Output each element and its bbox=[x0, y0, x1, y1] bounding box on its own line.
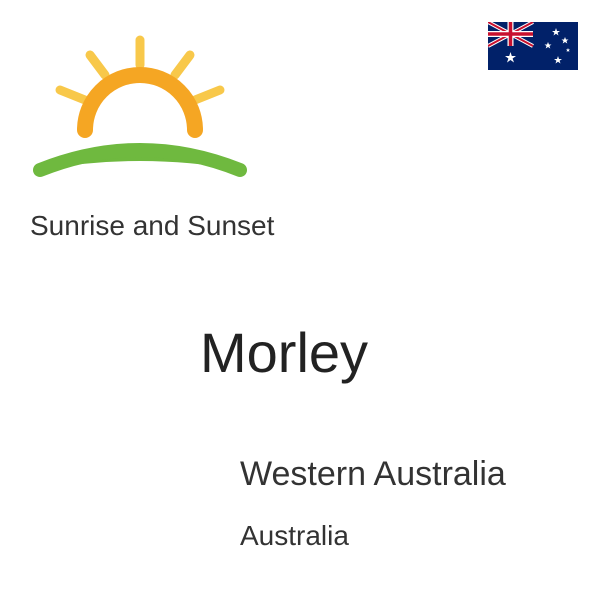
location-title: Morley bbox=[200, 320, 368, 385]
sunrise-logo-icon bbox=[30, 30, 250, 200]
subtitle-text: Sunrise and Sunset bbox=[30, 210, 274, 242]
country-text: Australia bbox=[240, 520, 349, 552]
region-text: Western Australia bbox=[240, 455, 506, 494]
australia-flag-icon bbox=[488, 22, 578, 70]
